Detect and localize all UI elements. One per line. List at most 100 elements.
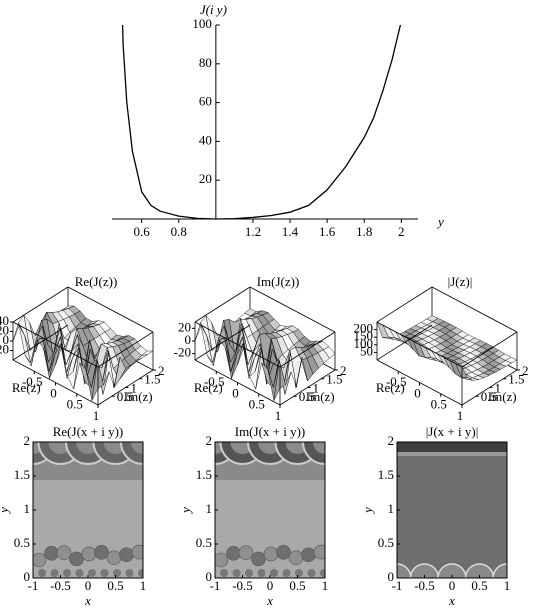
y-tick-label: 40: [199, 132, 212, 147]
y-tick-label: 1: [495, 380, 502, 395]
y-tick-label: 0.5: [117, 389, 133, 404]
box-edge: [12, 286, 69, 323]
density-blob: [232, 569, 241, 577]
z-tick-label: 0: [3, 332, 10, 347]
density-blob: [220, 569, 228, 577]
z-tick-label: 0: [185, 332, 192, 347]
y-tick-label: 0.5: [14, 535, 30, 550]
x-tick-label: -0.5: [414, 578, 435, 593]
x-tick-label: -0.5: [204, 374, 225, 389]
y-tick-label: 1.5: [378, 467, 394, 482]
density-band: [397, 452, 507, 456]
curve: [121, 24, 402, 220]
x-tick-label: 1: [140, 578, 147, 593]
density-blob: [245, 569, 253, 577]
density-blob: [313, 544, 325, 560]
y-axis-label: y: [360, 507, 375, 515]
plot-title: |J(x + i y)|: [426, 424, 479, 439]
x-tick-label: -1: [28, 578, 39, 593]
x-tick-label: -0.5: [50, 578, 71, 593]
y-axis-label: y: [0, 507, 11, 515]
x-axis-label: x: [448, 593, 455, 608]
x-tick-label: 0: [85, 578, 92, 593]
density-blob: [113, 569, 121, 577]
box-edge: [12, 321, 99, 368]
x-tick-label: 1: [504, 578, 511, 593]
y-tick-label: 0.5: [378, 535, 394, 550]
x-tick-label: 0.5: [67, 397, 83, 412]
plot-title: Re(J(x + i y)): [53, 424, 124, 439]
density-blob: [56, 545, 72, 561]
density-blob: [238, 545, 254, 561]
box-edge: [194, 324, 251, 361]
density-blob: [100, 569, 109, 577]
y-tick-label: 20: [199, 171, 212, 186]
density-blob: [38, 569, 46, 577]
density-blob: [270, 569, 278, 577]
x-axis-label: x: [266, 593, 273, 608]
x-tick-label: 0.5: [107, 578, 123, 593]
box-edge: [431, 286, 518, 333]
y-tick-label: 1.5: [14, 467, 30, 482]
y-tick-label: 1: [388, 501, 395, 516]
x-tick-label: 1: [275, 408, 282, 423]
plot-title: Im(J(z)): [257, 274, 300, 289]
z-tick-label: 50: [360, 343, 373, 358]
x-tick-label: 1.6: [319, 224, 336, 239]
x-tick-label: -0.5: [232, 578, 253, 593]
y-tick-label: 60: [199, 94, 212, 109]
y-tick-label: 80: [199, 55, 212, 70]
y-tick-label: 2: [24, 433, 31, 448]
density-blob: [81, 546, 97, 562]
x-tick-label: 0.5: [471, 578, 487, 593]
z-tick-label: 20: [0, 322, 9, 337]
density-blob: [50, 569, 59, 577]
density-arc: [397, 563, 412, 578]
density-blob: [138, 569, 143, 577]
y-tick-label: 100: [192, 16, 212, 31]
x-tick-label: 0: [50, 385, 57, 400]
density-blob: [257, 569, 266, 577]
box-edge: [461, 331, 518, 368]
density-blob: [94, 545, 109, 560]
z-tick-label: 100: [354, 336, 374, 351]
y-tick-label: 2: [522, 363, 529, 378]
density-image: [215, 442, 325, 578]
y-tick-label: 1.5: [508, 372, 524, 387]
density-blob: [251, 551, 266, 567]
y-tick-label: 0: [388, 569, 395, 584]
box-edge: [249, 286, 336, 333]
density-blob: [69, 551, 84, 567]
box-edge: [376, 321, 463, 368]
box-edge: [376, 324, 433, 361]
density-blob: [307, 569, 316, 577]
plot-title: Im(J(x + i y)): [235, 424, 306, 439]
x-tick-label: 0: [232, 385, 239, 400]
density-arc: [437, 563, 467, 578]
density-arc: [464, 563, 495, 578]
y-tick-label: 0: [24, 569, 31, 584]
density-blob: [63, 569, 71, 577]
x-axis-label: Re(z): [194, 380, 223, 395]
density-arc: [131, 442, 143, 454]
density-blob: [33, 552, 47, 568]
plot-title: Re(J(z)): [75, 274, 118, 289]
z-tick-label: 200: [354, 321, 374, 336]
x-tick-label: 0.8: [171, 224, 187, 239]
y-axis-label: Im(z): [306, 389, 335, 404]
z-tick-label: -20: [0, 341, 9, 356]
density-blob: [215, 552, 229, 568]
x-axis-label: x: [84, 593, 91, 608]
y-axis-label: J(i y): [200, 2, 227, 17]
box-edge: [279, 331, 336, 368]
y-tick-label: 1.5: [144, 372, 160, 387]
y-tick-label: 1.5: [196, 467, 212, 482]
x-tick-label: 2: [398, 224, 405, 239]
density-image: [33, 442, 143, 578]
z-tick-label: 40: [0, 313, 9, 328]
density-arc: [313, 442, 325, 454]
x-tick-label: 0.5: [249, 397, 265, 412]
density-band: [397, 442, 507, 452]
density-blob: [263, 546, 279, 562]
